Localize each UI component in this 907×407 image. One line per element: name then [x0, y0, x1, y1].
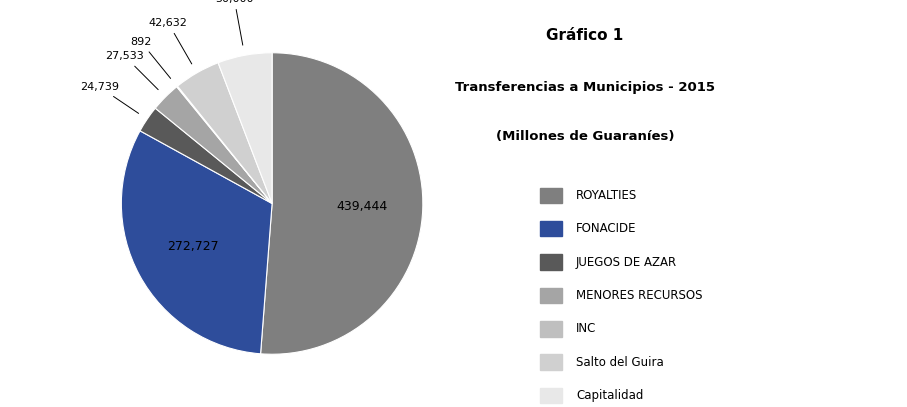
- Wedge shape: [140, 108, 272, 204]
- Text: 892: 892: [131, 37, 171, 79]
- Text: 24,739: 24,739: [80, 82, 139, 114]
- Text: Capitalidad: Capitalidad: [576, 389, 643, 402]
- Text: (Millones de Guaraníes): (Millones de Guaraníes): [496, 130, 674, 143]
- Wedge shape: [178, 63, 272, 204]
- Text: 439,444: 439,444: [336, 201, 388, 213]
- Text: ROYALTIES: ROYALTIES: [576, 189, 638, 202]
- Text: Transferencias a Municipios - 2015: Transferencias a Municipios - 2015: [455, 81, 715, 94]
- Wedge shape: [155, 87, 272, 204]
- Text: FONACIDE: FONACIDE: [576, 222, 637, 235]
- Text: Salto del Guira: Salto del Guira: [576, 356, 664, 369]
- Text: 272,727: 272,727: [167, 240, 219, 253]
- Text: MENORES RECURSOS: MENORES RECURSOS: [576, 289, 702, 302]
- Wedge shape: [177, 86, 272, 204]
- Text: Gráfico 1: Gráfico 1: [546, 28, 624, 44]
- Wedge shape: [260, 53, 423, 354]
- Text: 50,000: 50,000: [215, 0, 253, 45]
- Wedge shape: [122, 131, 272, 354]
- Text: 42,632: 42,632: [149, 18, 191, 64]
- Text: 27,533: 27,533: [105, 51, 158, 90]
- Wedge shape: [218, 53, 272, 204]
- Text: INC: INC: [576, 322, 596, 335]
- Text: JUEGOS DE AZAR: JUEGOS DE AZAR: [576, 256, 677, 269]
